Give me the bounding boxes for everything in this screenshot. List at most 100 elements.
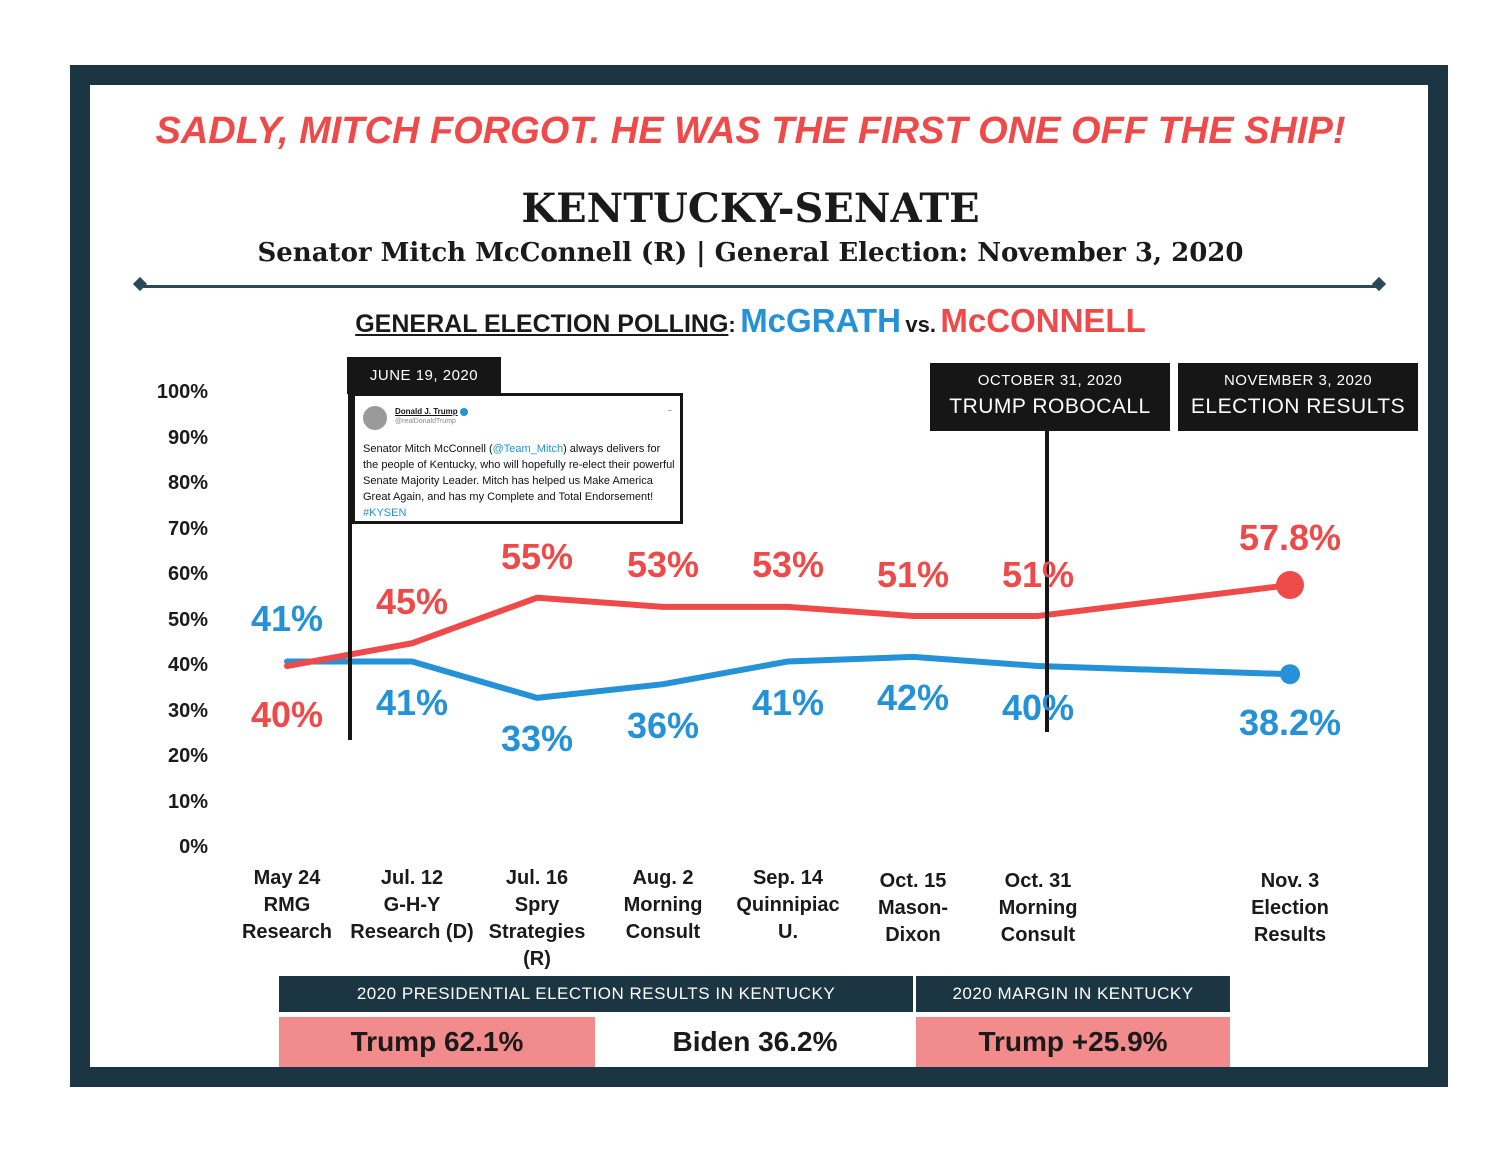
headline: SADLY, MITCH FORGOT. HE WAS THE FIRST ON… bbox=[155, 110, 1346, 152]
x-category-line: Oct. 15 bbox=[879, 870, 947, 892]
y-tick-label: 50% bbox=[167, 608, 208, 631]
x-category-line: Strategies bbox=[488, 921, 586, 943]
y-tick-label: 0% bbox=[179, 836, 208, 858]
x-category-line: RMG bbox=[263, 894, 311, 916]
x-category-label: Jul. 16 Spry Strategies (R) bbox=[462, 865, 612, 973]
mcconnell-value-label: 51% bbox=[1001, 554, 1075, 595]
mcconnell-line bbox=[284, 582, 1293, 669]
x-category-line: G-H-Y bbox=[383, 894, 441, 916]
x-category-line: Nov. 3 bbox=[1260, 870, 1320, 892]
polling-vs: vs. bbox=[905, 312, 936, 337]
october-annotation-box: OCTOBER 31, 2020 TRUMP ROBOCALL bbox=[930, 363, 1170, 431]
y-tick-label: 10% bbox=[167, 790, 208, 813]
x-category-line: Jul. 16 bbox=[505, 867, 569, 889]
polling-mcgrath: McGRATH bbox=[740, 302, 901, 339]
x-category-line: Election bbox=[1251, 897, 1329, 919]
june-annotation-box: JUNE 19, 2020 bbox=[347, 357, 501, 394]
november-annotation-box: NOVEMBER 3, 2020 ELECTION RESULTS bbox=[1178, 363, 1418, 431]
mcgrath-value-label: 36% bbox=[626, 705, 700, 746]
tweet-text-after: ) always delivers for the people of Kent… bbox=[363, 443, 675, 503]
tweet-handle: @realDonaldTrump bbox=[395, 418, 456, 425]
polling-label: GENERAL ELECTION POLLING bbox=[355, 310, 729, 338]
mcgrath-value-label: 41% bbox=[250, 598, 324, 639]
mcconnell-value-label: 51% bbox=[876, 554, 950, 595]
x-category-line: Quinnipiac bbox=[736, 894, 840, 916]
x-category-label: May 24 RMG Research bbox=[212, 865, 362, 946]
november-annotation-date: NOVEMBER 3, 2020 bbox=[1223, 372, 1373, 389]
mcconnell-value-label: 55% bbox=[500, 536, 574, 577]
x-category-line: Morning bbox=[623, 894, 703, 916]
tweet-mention: @Team_Mitch bbox=[492, 443, 564, 455]
y-tick-label: 40% bbox=[167, 654, 208, 676]
chart-title: KENTUCKY-SENATE bbox=[521, 185, 980, 232]
x-category-line: Consult bbox=[1000, 924, 1076, 946]
x-category-line: Spry bbox=[514, 894, 560, 916]
mcconnell-value-label: 53% bbox=[751, 544, 825, 585]
x-category-label: Aug. 2 Morning Consult bbox=[588, 865, 738, 946]
tweet-text: Senator Mitch McConnell (@Team_Mitch) al… bbox=[363, 441, 678, 521]
x-category-line: May 24 bbox=[253, 867, 321, 889]
y-tick-label: 20% bbox=[167, 745, 208, 767]
x-category-label: Sep. 14 Quinnipiac U. bbox=[713, 865, 863, 946]
mcconnell-value-label: 57.8% bbox=[1238, 517, 1342, 558]
x-category-line: U. bbox=[778, 921, 798, 943]
october-annotation-date: OCTOBER 31, 2020 bbox=[977, 372, 1123, 389]
x-category-line: Research bbox=[241, 921, 333, 943]
polling-colon: : bbox=[728, 312, 736, 337]
x-category-line: Aug. 2 bbox=[632, 867, 694, 889]
x-category-line: Jul. 12 bbox=[380, 867, 444, 889]
tweet-card: Donald J. Trump @realDonaldTrump ~ Senat… bbox=[352, 393, 683, 524]
margin-result: Trump +25.9% bbox=[916, 1017, 1230, 1067]
y-tick-label: 90% bbox=[167, 426, 208, 449]
tweet-author-name: Donald J. Trump bbox=[395, 407, 458, 416]
mcgrath-value-label: 41% bbox=[375, 682, 449, 723]
mcconnell-value-label: 40% bbox=[250, 694, 324, 735]
mcconnell-final-point bbox=[1276, 571, 1304, 600]
x-category-line: Dixon bbox=[885, 924, 941, 946]
mcgrath-line bbox=[284, 653, 1293, 701]
y-tick-label: 60% bbox=[167, 563, 208, 585]
june-annotation-date: JUNE 19, 2020 bbox=[369, 367, 479, 384]
y-tick-label: 30% bbox=[167, 699, 208, 722]
mcgrath-final-point bbox=[1280, 664, 1300, 685]
x-category-label: Jul. 12 G-H-Y Research (D) bbox=[337, 865, 487, 946]
y-tick-label: 80% bbox=[167, 472, 208, 494]
x-category-line: Oct. 31 bbox=[1004, 870, 1072, 892]
tweet-hashtag: #KYSEN bbox=[363, 507, 407, 519]
verified-icon bbox=[460, 408, 468, 416]
y-tick-label: 70% bbox=[167, 517, 208, 540]
x-category-line: Research (D) bbox=[350, 921, 474, 943]
x-category-line: Morning bbox=[998, 897, 1078, 919]
october-annotation-label: TRUMP ROBOCALL bbox=[949, 395, 1151, 418]
presidential-results-header: 2020 PRESIDENTIAL ELECTION RESULTS IN KE… bbox=[279, 976, 913, 1012]
mcgrath-value-label: 38.2% bbox=[1238, 702, 1342, 743]
x-category-line: Sep. 14 bbox=[752, 867, 824, 889]
mcconnell-value-label: 53% bbox=[626, 544, 700, 585]
mcgrath-value-label: 40% bbox=[1001, 687, 1075, 728]
biden-result: Biden 36.2% bbox=[597, 1017, 913, 1067]
mcgrath-value-label: 41% bbox=[751, 682, 825, 723]
x-category-line: Consult bbox=[625, 921, 701, 943]
november-annotation-label: ELECTION RESULTS bbox=[1190, 395, 1406, 418]
x-category-label: Nov. 3 Election Results bbox=[1215, 868, 1365, 949]
x-category-label: Oct. 15 Mason- Dixon bbox=[838, 868, 988, 949]
mcconnell-value-label: 45% bbox=[375, 581, 449, 622]
trump-result: Trump 62.1% bbox=[279, 1017, 595, 1067]
mcgrath-value-label: 42% bbox=[876, 677, 950, 718]
tweet-text-before: Senator Mitch McConnell ( bbox=[363, 443, 493, 455]
margin-header: 2020 MARGIN IN KENTUCKY bbox=[916, 976, 1230, 1012]
page-frame bbox=[70, 65, 1448, 1087]
x-category-line: (R) bbox=[523, 948, 551, 970]
x-category-line: Mason- bbox=[878, 897, 948, 919]
chart-subtitle: Senator Mitch McConnell (R) | General El… bbox=[257, 238, 1244, 268]
mcgrath-value-label: 33% bbox=[500, 718, 574, 759]
divider-rule bbox=[140, 285, 1380, 288]
tweet-icon: ~ bbox=[667, 408, 672, 415]
tweet-avatar bbox=[363, 406, 387, 430]
y-tick-label: 100% bbox=[156, 381, 208, 403]
polling-mcconnell: McCONNELL bbox=[940, 302, 1146, 339]
x-category-label: Oct. 31 Morning Consult bbox=[963, 868, 1113, 949]
polling-heading: GENERAL ELECTION POLLING: McGRATH vs. Mc… bbox=[0, 302, 1501, 340]
x-category-line: Results bbox=[1253, 924, 1327, 946]
